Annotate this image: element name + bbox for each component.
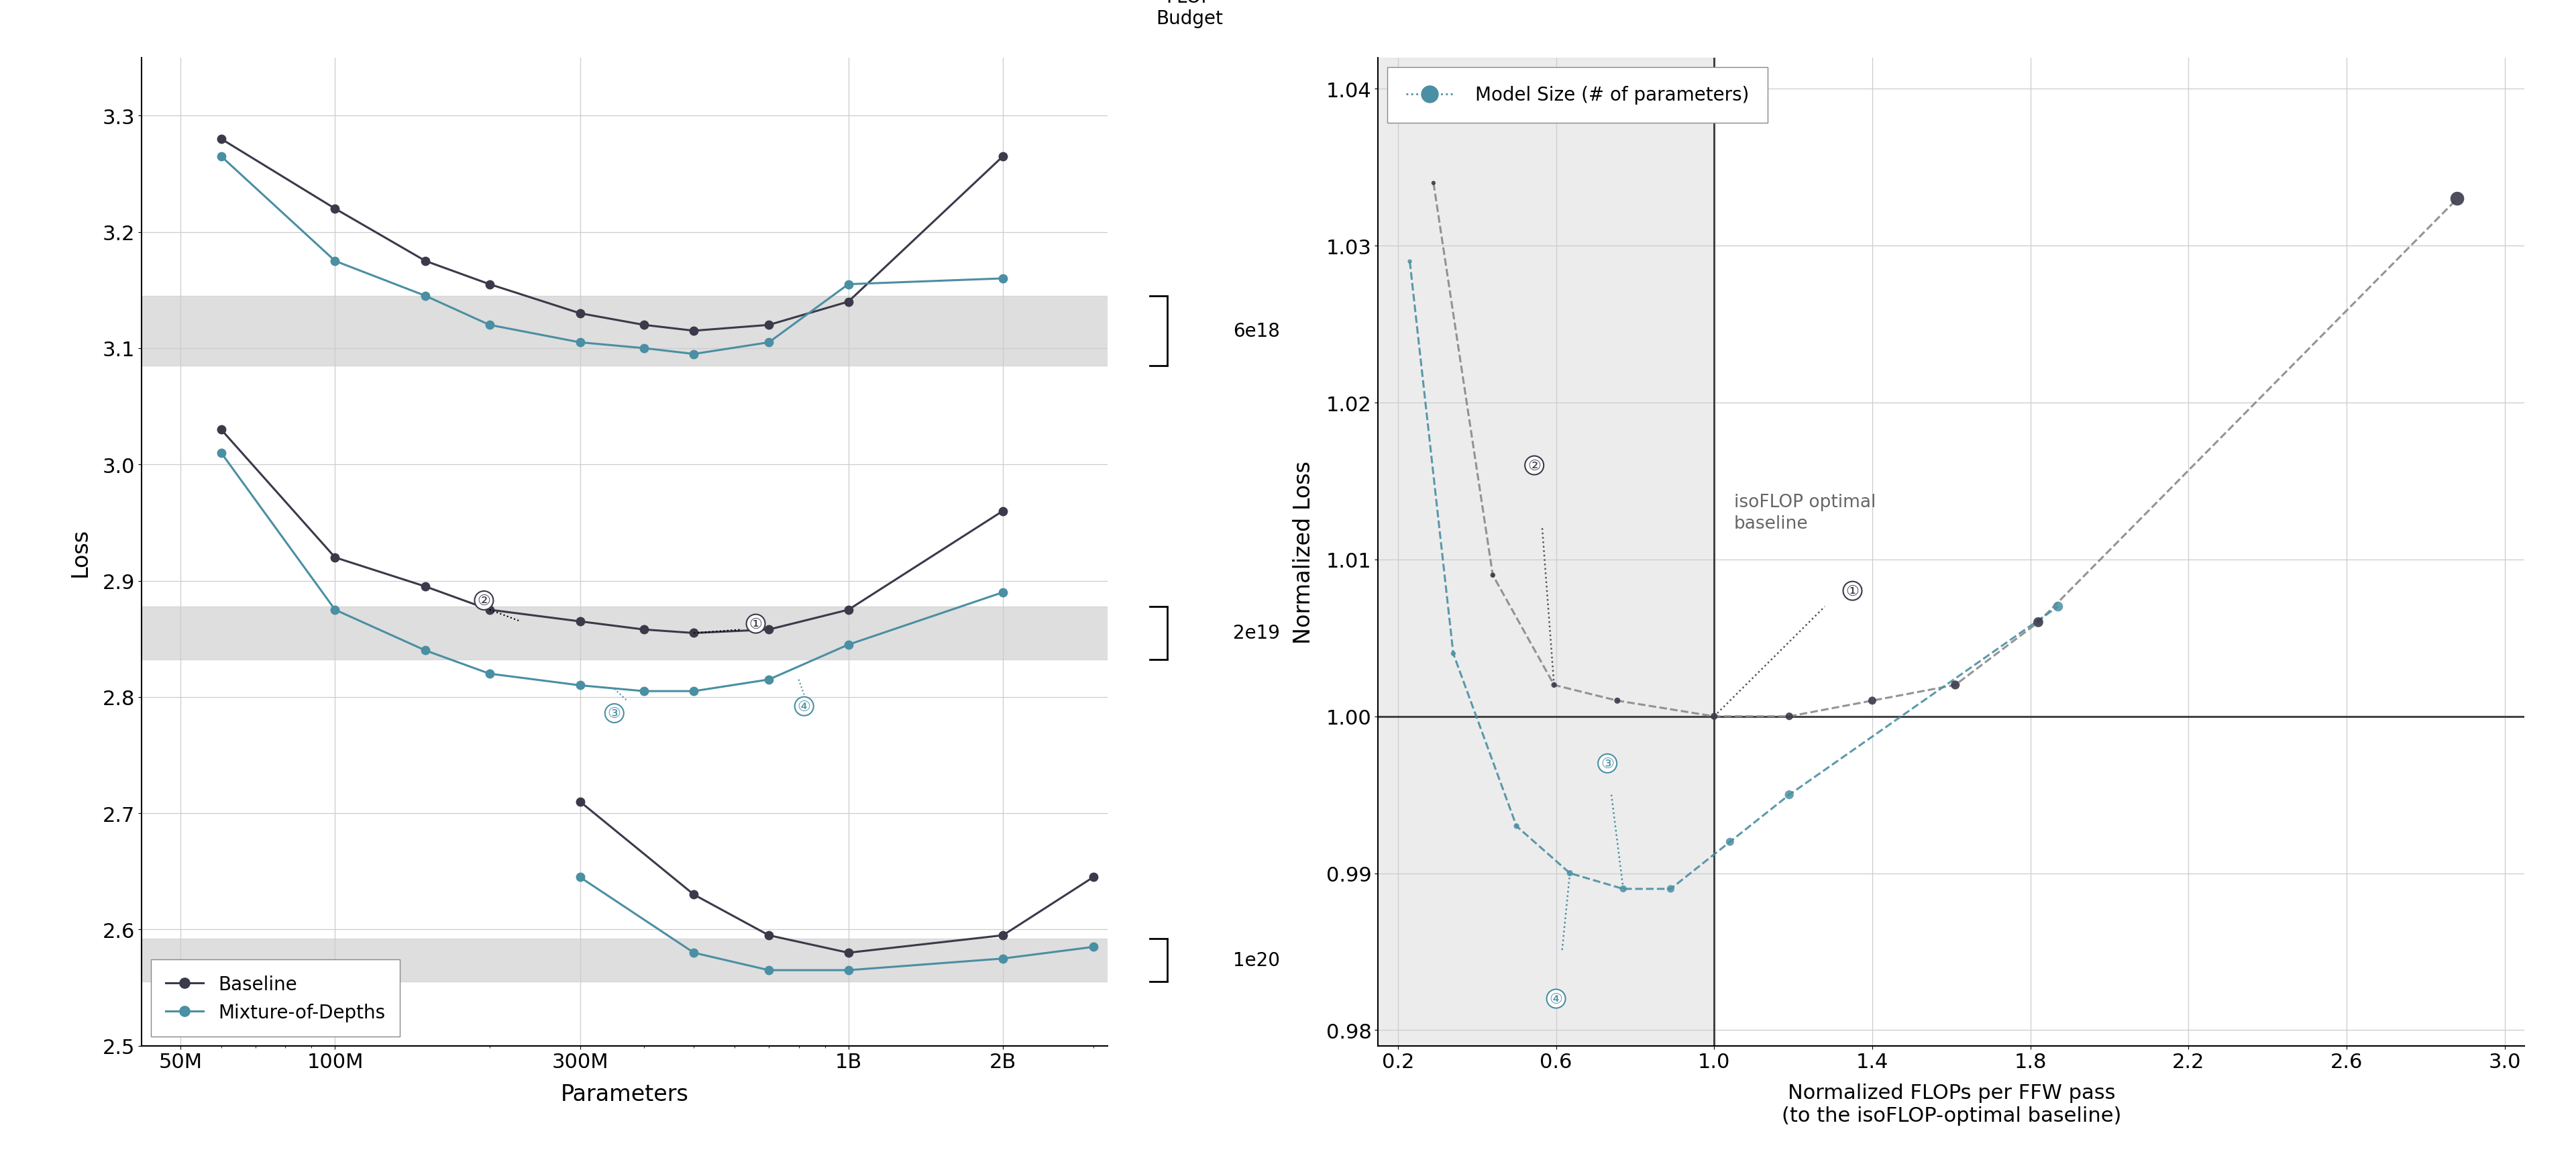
Point bbox=[1770, 786, 1811, 804]
Text: isoFLOP optimal
baseline: isoFLOP optimal baseline bbox=[1734, 494, 1875, 532]
Point bbox=[1935, 676, 1976, 695]
Text: 2e19: 2e19 bbox=[1234, 624, 1280, 643]
Legend: Model Size (# of parameters): Model Size (# of parameters) bbox=[1388, 67, 1767, 123]
Text: 1e20: 1e20 bbox=[1234, 951, 1280, 970]
Point bbox=[1651, 880, 1692, 898]
Point bbox=[1388, 252, 1430, 271]
Point bbox=[1602, 880, 1643, 898]
Bar bbox=[142, 296, 1108, 366]
Text: ①: ① bbox=[750, 617, 762, 631]
Point bbox=[2437, 189, 2478, 208]
Point bbox=[1597, 691, 1638, 710]
Point bbox=[2038, 597, 2079, 616]
Text: ②: ② bbox=[477, 594, 489, 608]
Text: FLOP
Budget: FLOP Budget bbox=[1157, 0, 1224, 28]
X-axis label: Normalized FLOPs per FFW pass
(to the isoFLOP-optimal baseline): Normalized FLOPs per FFW pass (to the is… bbox=[1783, 1083, 2120, 1125]
Y-axis label: Loss: Loss bbox=[70, 528, 90, 576]
Point bbox=[1548, 865, 1589, 883]
Y-axis label: Normalized Loss: Normalized Loss bbox=[1293, 460, 1314, 644]
Text: 6e18: 6e18 bbox=[1234, 322, 1280, 340]
Point bbox=[1710, 833, 1752, 852]
Point bbox=[1497, 817, 1538, 835]
X-axis label: Parameters: Parameters bbox=[562, 1083, 688, 1105]
Point bbox=[2017, 614, 2058, 632]
Point bbox=[1412, 174, 1453, 193]
Bar bbox=[142, 607, 1108, 660]
Point bbox=[1432, 645, 1473, 664]
Text: ③: ③ bbox=[608, 706, 621, 720]
Text: ②: ② bbox=[1528, 459, 1540, 473]
Text: ④: ④ bbox=[1548, 992, 1564, 1005]
Text: ③: ③ bbox=[1600, 756, 1615, 770]
Bar bbox=[142, 939, 1108, 982]
Text: ①: ① bbox=[1847, 584, 1860, 598]
Text: ④: ④ bbox=[799, 700, 811, 713]
Point bbox=[1471, 566, 1512, 584]
Point bbox=[1692, 708, 1734, 726]
Bar bbox=[1378, 58, 1713, 1046]
Point bbox=[1852, 691, 1893, 710]
Point bbox=[1770, 708, 1811, 726]
Legend: Baseline, Mixture-of-Depths: Baseline, Mixture-of-Depths bbox=[152, 960, 399, 1037]
Point bbox=[1533, 676, 1574, 695]
